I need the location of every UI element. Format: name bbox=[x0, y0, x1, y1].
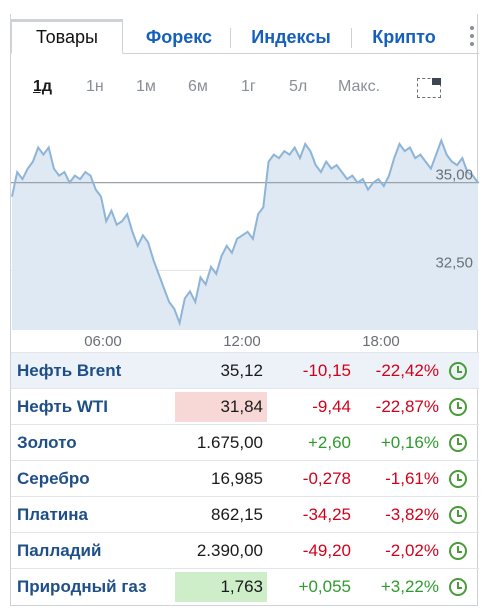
quotes-table: Нефть Brent 35,12 -10,15 -22,42% Нефть WTI 31… bbox=[11, 352, 479, 604]
tab-indices[interactable]: Индексы bbox=[251, 27, 331, 47]
last-price: 2.390,00 bbox=[196, 541, 263, 560]
instrument-name[interactable]: Природный газ bbox=[17, 577, 147, 596]
range-max[interactable]: Макс. bbox=[338, 78, 381, 95]
percent-change: -1,61% bbox=[385, 469, 439, 488]
clock-icon[interactable] bbox=[449, 578, 467, 596]
tab-baseline bbox=[11, 53, 479, 54]
x-tick-label: 06:00 bbox=[84, 333, 122, 350]
more-vertical-icon[interactable] bbox=[467, 24, 477, 48]
table-row[interactable]: Золото 1.675,00 +2,60 +0,16% bbox=[11, 424, 479, 460]
percent-change: +0,16% bbox=[380, 433, 439, 452]
table-row[interactable]: Нефть Brent 35,12 -10,15 -22,42% bbox=[11, 352, 479, 388]
price-area bbox=[12, 140, 478, 330]
tab-forex[interactable]: Форекс bbox=[145, 27, 213, 47]
last-price: 35,12 bbox=[220, 361, 263, 380]
price-change: +2,60 bbox=[307, 433, 351, 452]
clock-icon[interactable] bbox=[449, 398, 467, 416]
instrument-name[interactable]: Нефть WTI bbox=[17, 397, 109, 416]
x-tick-label: 12:00 bbox=[223, 333, 261, 350]
percent-change: -22,87% bbox=[375, 397, 439, 416]
price-change: +0,055 bbox=[298, 577, 351, 596]
clock-icon[interactable] bbox=[449, 506, 467, 524]
table-row[interactable]: Природный газ 1,763 +0,055 +3,22% bbox=[11, 568, 479, 604]
instrument-name[interactable]: Платина bbox=[17, 505, 88, 524]
range-6m[interactable]: 6м bbox=[188, 78, 208, 95]
table-row[interactable]: Нефть WTI 31,84 -9,44 -22,87% bbox=[11, 388, 479, 424]
percent-change: -22,42% bbox=[375, 361, 439, 380]
y-tick-label: 32,50 bbox=[435, 254, 473, 271]
last-price: 16,985 bbox=[211, 469, 263, 488]
price-change: -0,278 bbox=[302, 469, 351, 488]
last-price: 862,15 bbox=[211, 505, 263, 524]
percent-change: +3,22% bbox=[380, 577, 439, 596]
fullscreen-icon[interactable] bbox=[417, 78, 441, 98]
range-1w[interactable]: 1н bbox=[86, 78, 104, 95]
percent-change: -2,02% bbox=[385, 541, 439, 560]
price-line bbox=[11, 137, 479, 327]
last-price: 1,763 bbox=[175, 572, 267, 602]
table-row[interactable]: Серебро 16,985 -0,278 -1,61% bbox=[11, 460, 479, 496]
price-change: -34,25 bbox=[302, 505, 351, 524]
instrument-name[interactable]: Серебро bbox=[17, 469, 90, 488]
range-1y[interactable]: 1г bbox=[241, 78, 256, 95]
range-selector: 1д 1н 1м 6м 1г 5л Макс. bbox=[11, 70, 479, 104]
tab-separator bbox=[230, 28, 231, 48]
last-price: 31,84 bbox=[175, 392, 267, 422]
tab-separator bbox=[351, 28, 352, 48]
tab-crypto[interactable]: Крипто bbox=[372, 27, 436, 47]
price-change: -10,15 bbox=[302, 361, 351, 380]
clock-icon[interactable] bbox=[449, 434, 467, 452]
percent-change: -3,82% bbox=[385, 505, 439, 524]
chart-svg: 32,50 35,00 06:00 12:00 18:00 bbox=[11, 137, 479, 350]
y-tick-label: 35,00 bbox=[435, 167, 473, 184]
table-row[interactable]: Палладий 2.390,00 -49,20 -2,02% bbox=[11, 532, 479, 568]
range-5y[interactable]: 5л bbox=[289, 78, 308, 95]
instrument-name[interactable]: Палладий bbox=[17, 541, 102, 560]
price-change: -49,20 bbox=[302, 541, 351, 560]
instrument-name[interactable]: Золото bbox=[17, 433, 77, 452]
tab-commodities[interactable]: Товары bbox=[11, 19, 123, 54]
tab-bar: Товары Форекс Индексы Крипто bbox=[11, 14, 479, 54]
range-1d[interactable]: 1д bbox=[33, 78, 53, 95]
table-row[interactable]: Платина 862,15 -34,25 -3,82% bbox=[11, 496, 479, 532]
last-price: 1.675,00 bbox=[196, 433, 263, 452]
clock-icon[interactable] bbox=[449, 470, 467, 488]
clock-icon[interactable] bbox=[449, 362, 467, 380]
instrument-name[interactable]: Нефть Brent bbox=[17, 361, 122, 380]
market-widget: Товары Форекс Индексы Крипто 1д 1н 1м 6м… bbox=[10, 14, 479, 606]
range-1m[interactable]: 1м bbox=[136, 78, 156, 95]
price-change: -9,44 bbox=[312, 397, 351, 416]
x-tick-label: 18:00 bbox=[362, 333, 400, 350]
price-chart: 32,50 35,00 06:00 12:00 18:00 bbox=[11, 130, 479, 354]
clock-icon[interactable] bbox=[449, 542, 467, 560]
